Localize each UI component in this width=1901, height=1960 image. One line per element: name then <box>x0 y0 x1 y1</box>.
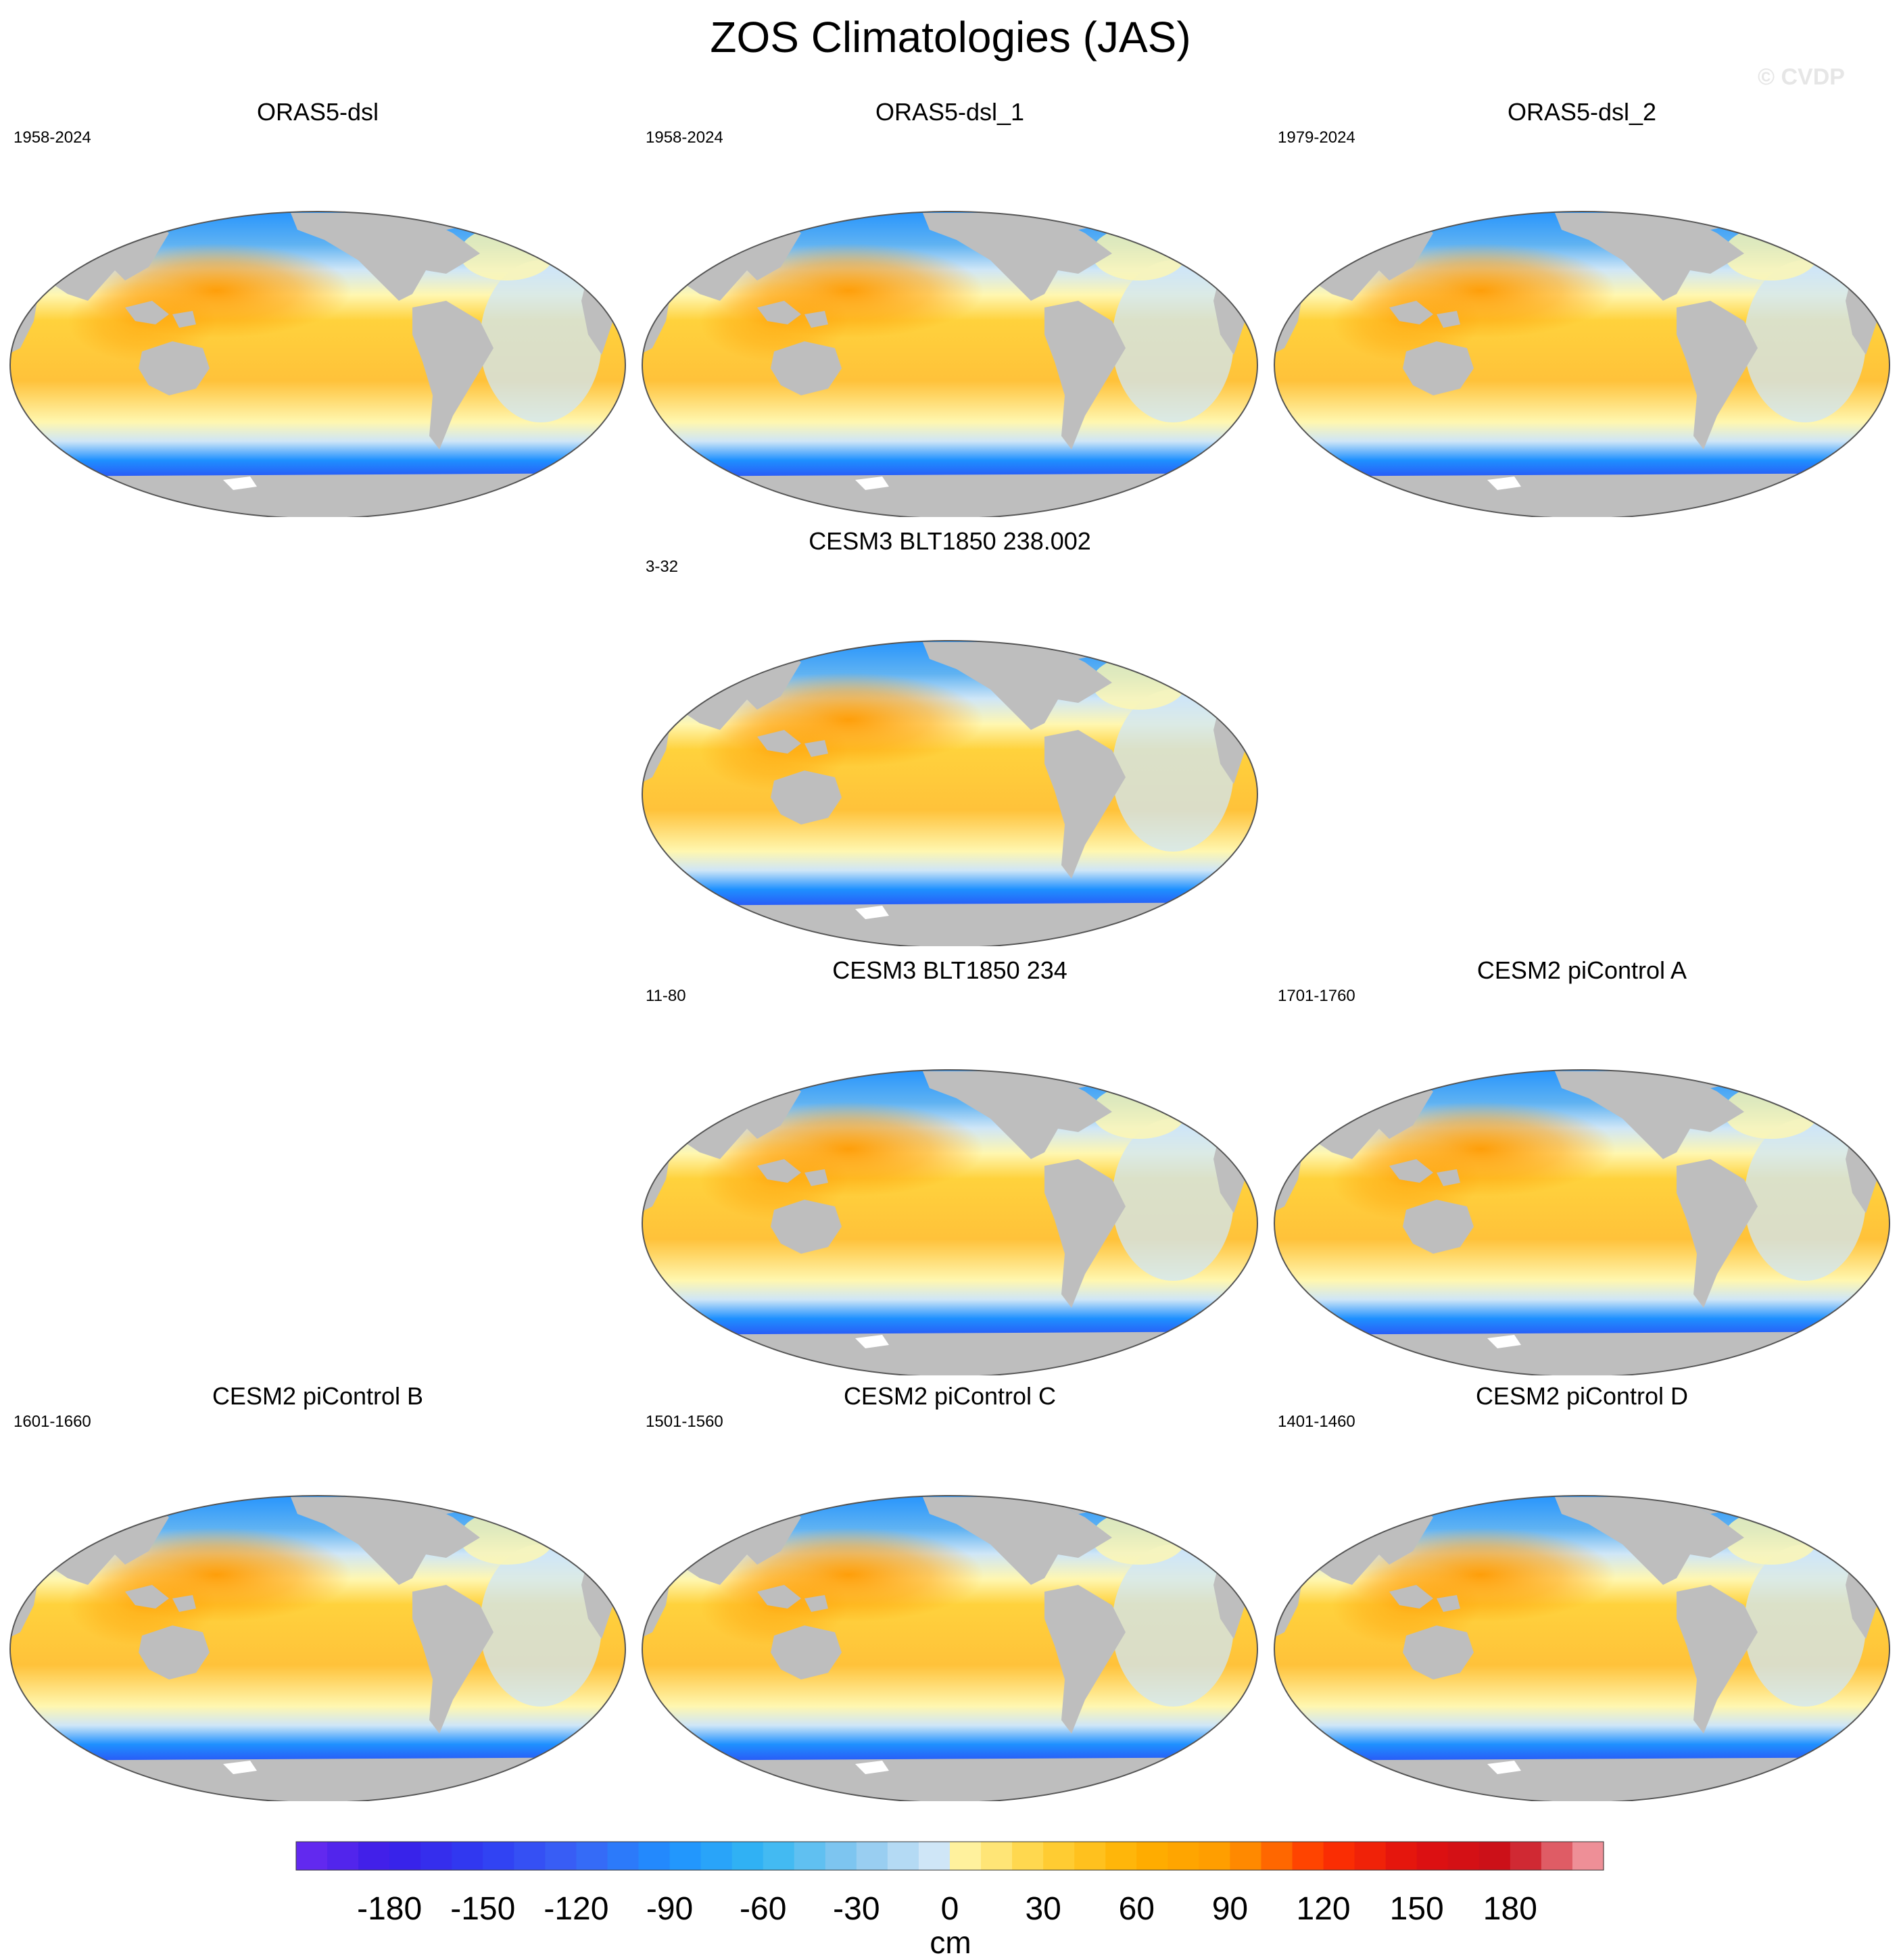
panel-title: CESM2 piControl C <box>843 1382 1057 1410</box>
cvdp-watermark: © CVDP <box>1758 64 1845 90</box>
colorbar-tick-label: -90 <box>646 1891 693 1927</box>
panel-title: ORAS5-dsl <box>256 98 379 126</box>
colorbar-swatch <box>1136 1842 1168 1870</box>
panel-year-range: 1958-2024 <box>646 128 723 147</box>
colorbar-swatch <box>452 1842 483 1870</box>
colorbar: -180 -150 -120 -90 -60 -30 0 30 60 90 120 150 180 cm <box>295 1841 1604 1960</box>
colorbar-swatch <box>607 1842 640 1870</box>
colorbar-swatch <box>669 1842 702 1870</box>
panel-title: CESM3 BLT1850 234 <box>832 956 1067 984</box>
panel-title: CESM3 BLT1850 238.002 <box>809 527 1091 555</box>
colorbar-swatch <box>1199 1842 1231 1870</box>
colorbar-swatch <box>1416 1842 1449 1870</box>
colorbar-tick-label: 30 <box>1025 1891 1061 1927</box>
colorbar-swatch <box>1043 1842 1075 1870</box>
colorbar-swatch <box>763 1842 795 1870</box>
colorbar-tick-label: 60 <box>1119 1891 1155 1927</box>
colorbar-swatch <box>1261 1842 1293 1870</box>
colorbar-swatch <box>1323 1842 1355 1870</box>
colorbar-swatch <box>638 1842 671 1870</box>
colorbar-swatch <box>1292 1842 1324 1870</box>
panel-year-range: 1501-1560 <box>646 1413 723 1431</box>
map <box>642 640 1258 946</box>
colorbar-swatch <box>296 1842 328 1870</box>
panel-cesm2-picontrol-c: CESM2 piControl C 1501-1560 <box>639 1382 1261 1801</box>
colorbar-swatch <box>794 1842 826 1870</box>
colorbar-swatch <box>981 1842 1013 1870</box>
colorbar-tick-label: -180 <box>357 1891 422 1927</box>
colorbar-swatch <box>950 1842 982 1870</box>
colorbar-tick-label: 120 <box>1297 1891 1351 1927</box>
panel-year-range: 3-32 <box>646 558 679 576</box>
panel-title: CESM2 piControl B <box>212 1382 424 1410</box>
panel-year-range: 1601-1660 <box>14 1413 91 1431</box>
panel-title: ORAS5-dsl_2 <box>1507 98 1657 126</box>
map <box>642 211 1258 517</box>
colorbar-swatch <box>1012 1842 1044 1870</box>
panel-cesm2-picontrol-b: CESM2 piControl B 1601-1660 <box>7 1382 629 1801</box>
colorbar-swatch <box>825 1842 857 1870</box>
panel-oras5-dsl: ORAS5-dsl 1958-2024 <box>7 98 629 517</box>
panel-cesm2-picontrol-a: CESM2 piControl A 1701-1760 <box>1271 956 1893 1375</box>
panel-year-range: 1958-2024 <box>14 128 91 147</box>
colorbar-swatch <box>1354 1842 1387 1870</box>
colorbar-tick-label: 150 <box>1390 1891 1444 1927</box>
colorbar-tick-label: -120 <box>544 1891 608 1927</box>
map <box>642 1495 1258 1801</box>
colorbar-tick-label: -60 <box>740 1891 786 1927</box>
colorbar-tick-label: 90 <box>1212 1891 1248 1927</box>
colorbar-tick-label: 0 <box>941 1891 959 1927</box>
colorbar-swatch <box>1074 1842 1106 1870</box>
panel-year-range: 11-80 <box>646 987 686 1005</box>
map <box>1274 1495 1890 1801</box>
map <box>642 1069 1258 1375</box>
colorbar-swatch <box>856 1842 888 1870</box>
colorbar-tick-label: 180 <box>1483 1891 1537 1927</box>
colorbar-swatch <box>483 1842 514 1870</box>
panel-year-range: 1979-2024 <box>1278 128 1355 147</box>
colorbar-swatch <box>731 1842 764 1870</box>
colorbar-swatch <box>1478 1842 1511 1870</box>
map <box>1274 211 1890 517</box>
panel-oras5-dsl-2: ORAS5-dsl_2 1979-2024 <box>1271 98 1893 517</box>
colorbar-swatch <box>327 1842 359 1870</box>
colorbar-swatches <box>295 1841 1604 1871</box>
colorbar-swatch <box>1105 1842 1137 1870</box>
colorbar-swatch <box>1541 1842 1573 1870</box>
colorbar-unit-label: cm <box>930 1925 971 1960</box>
panel-cesm3-blt1850-238-002: CESM3 BLT1850 238.002 3-32 <box>639 527 1261 946</box>
figure-title: ZOS Climatologies (JAS) <box>710 13 1191 62</box>
panel-year-range: 1401-1460 <box>1278 1413 1355 1431</box>
map <box>1274 1069 1890 1375</box>
colorbar-swatch <box>358 1842 390 1870</box>
colorbar-swatch <box>514 1842 546 1870</box>
colorbar-swatch <box>1385 1842 1418 1870</box>
colorbar-swatch <box>420 1842 452 1870</box>
colorbar-swatch <box>1168 1842 1199 1870</box>
panel-cesm2-picontrol-d: CESM2 piControl D 1401-1460 <box>1271 1382 1893 1801</box>
colorbar-swatch <box>389 1842 421 1870</box>
colorbar-swatch <box>1447 1842 1480 1870</box>
colorbar-swatch <box>700 1842 733 1870</box>
map <box>9 1495 626 1801</box>
panel-year-range: 1701-1760 <box>1278 987 1355 1005</box>
map <box>9 211 626 517</box>
panel-title: ORAS5-dsl_1 <box>875 98 1025 126</box>
colorbar-tick-label: -150 <box>450 1891 515 1927</box>
colorbar-swatch <box>545 1842 577 1870</box>
colorbar-swatch <box>1572 1842 1604 1870</box>
panel-title: CESM2 piControl D <box>1475 1382 1689 1410</box>
panel-cesm3-blt1850-234: CESM3 BLT1850 234 11-80 <box>639 956 1261 1375</box>
panel-oras5-dsl-1: ORAS5-dsl_1 1958-2024 <box>639 98 1261 517</box>
colorbar-swatch <box>1230 1842 1262 1870</box>
colorbar-swatch <box>1510 1842 1542 1870</box>
colorbar-swatch <box>887 1842 919 1870</box>
colorbar-tick-label: -30 <box>833 1891 880 1927</box>
panel-title: CESM2 piControl A <box>1476 956 1687 984</box>
colorbar-swatch <box>576 1842 608 1870</box>
colorbar-tick-labels: -180 -150 -120 -90 -60 -30 0 30 60 90 120 150 180 <box>357 1891 1537 1927</box>
colorbar-swatch <box>918 1842 950 1870</box>
